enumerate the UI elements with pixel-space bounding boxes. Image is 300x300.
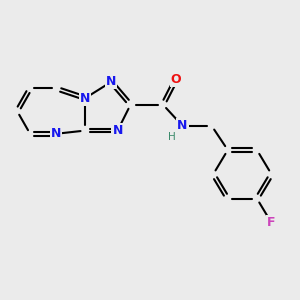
Text: N: N	[106, 75, 116, 88]
Text: N: N	[80, 92, 90, 105]
Text: H: H	[168, 132, 176, 142]
Text: F: F	[267, 216, 276, 230]
Text: N: N	[51, 127, 61, 140]
Text: N: N	[112, 124, 123, 137]
Text: O: O	[171, 73, 181, 86]
Text: N: N	[177, 119, 188, 132]
